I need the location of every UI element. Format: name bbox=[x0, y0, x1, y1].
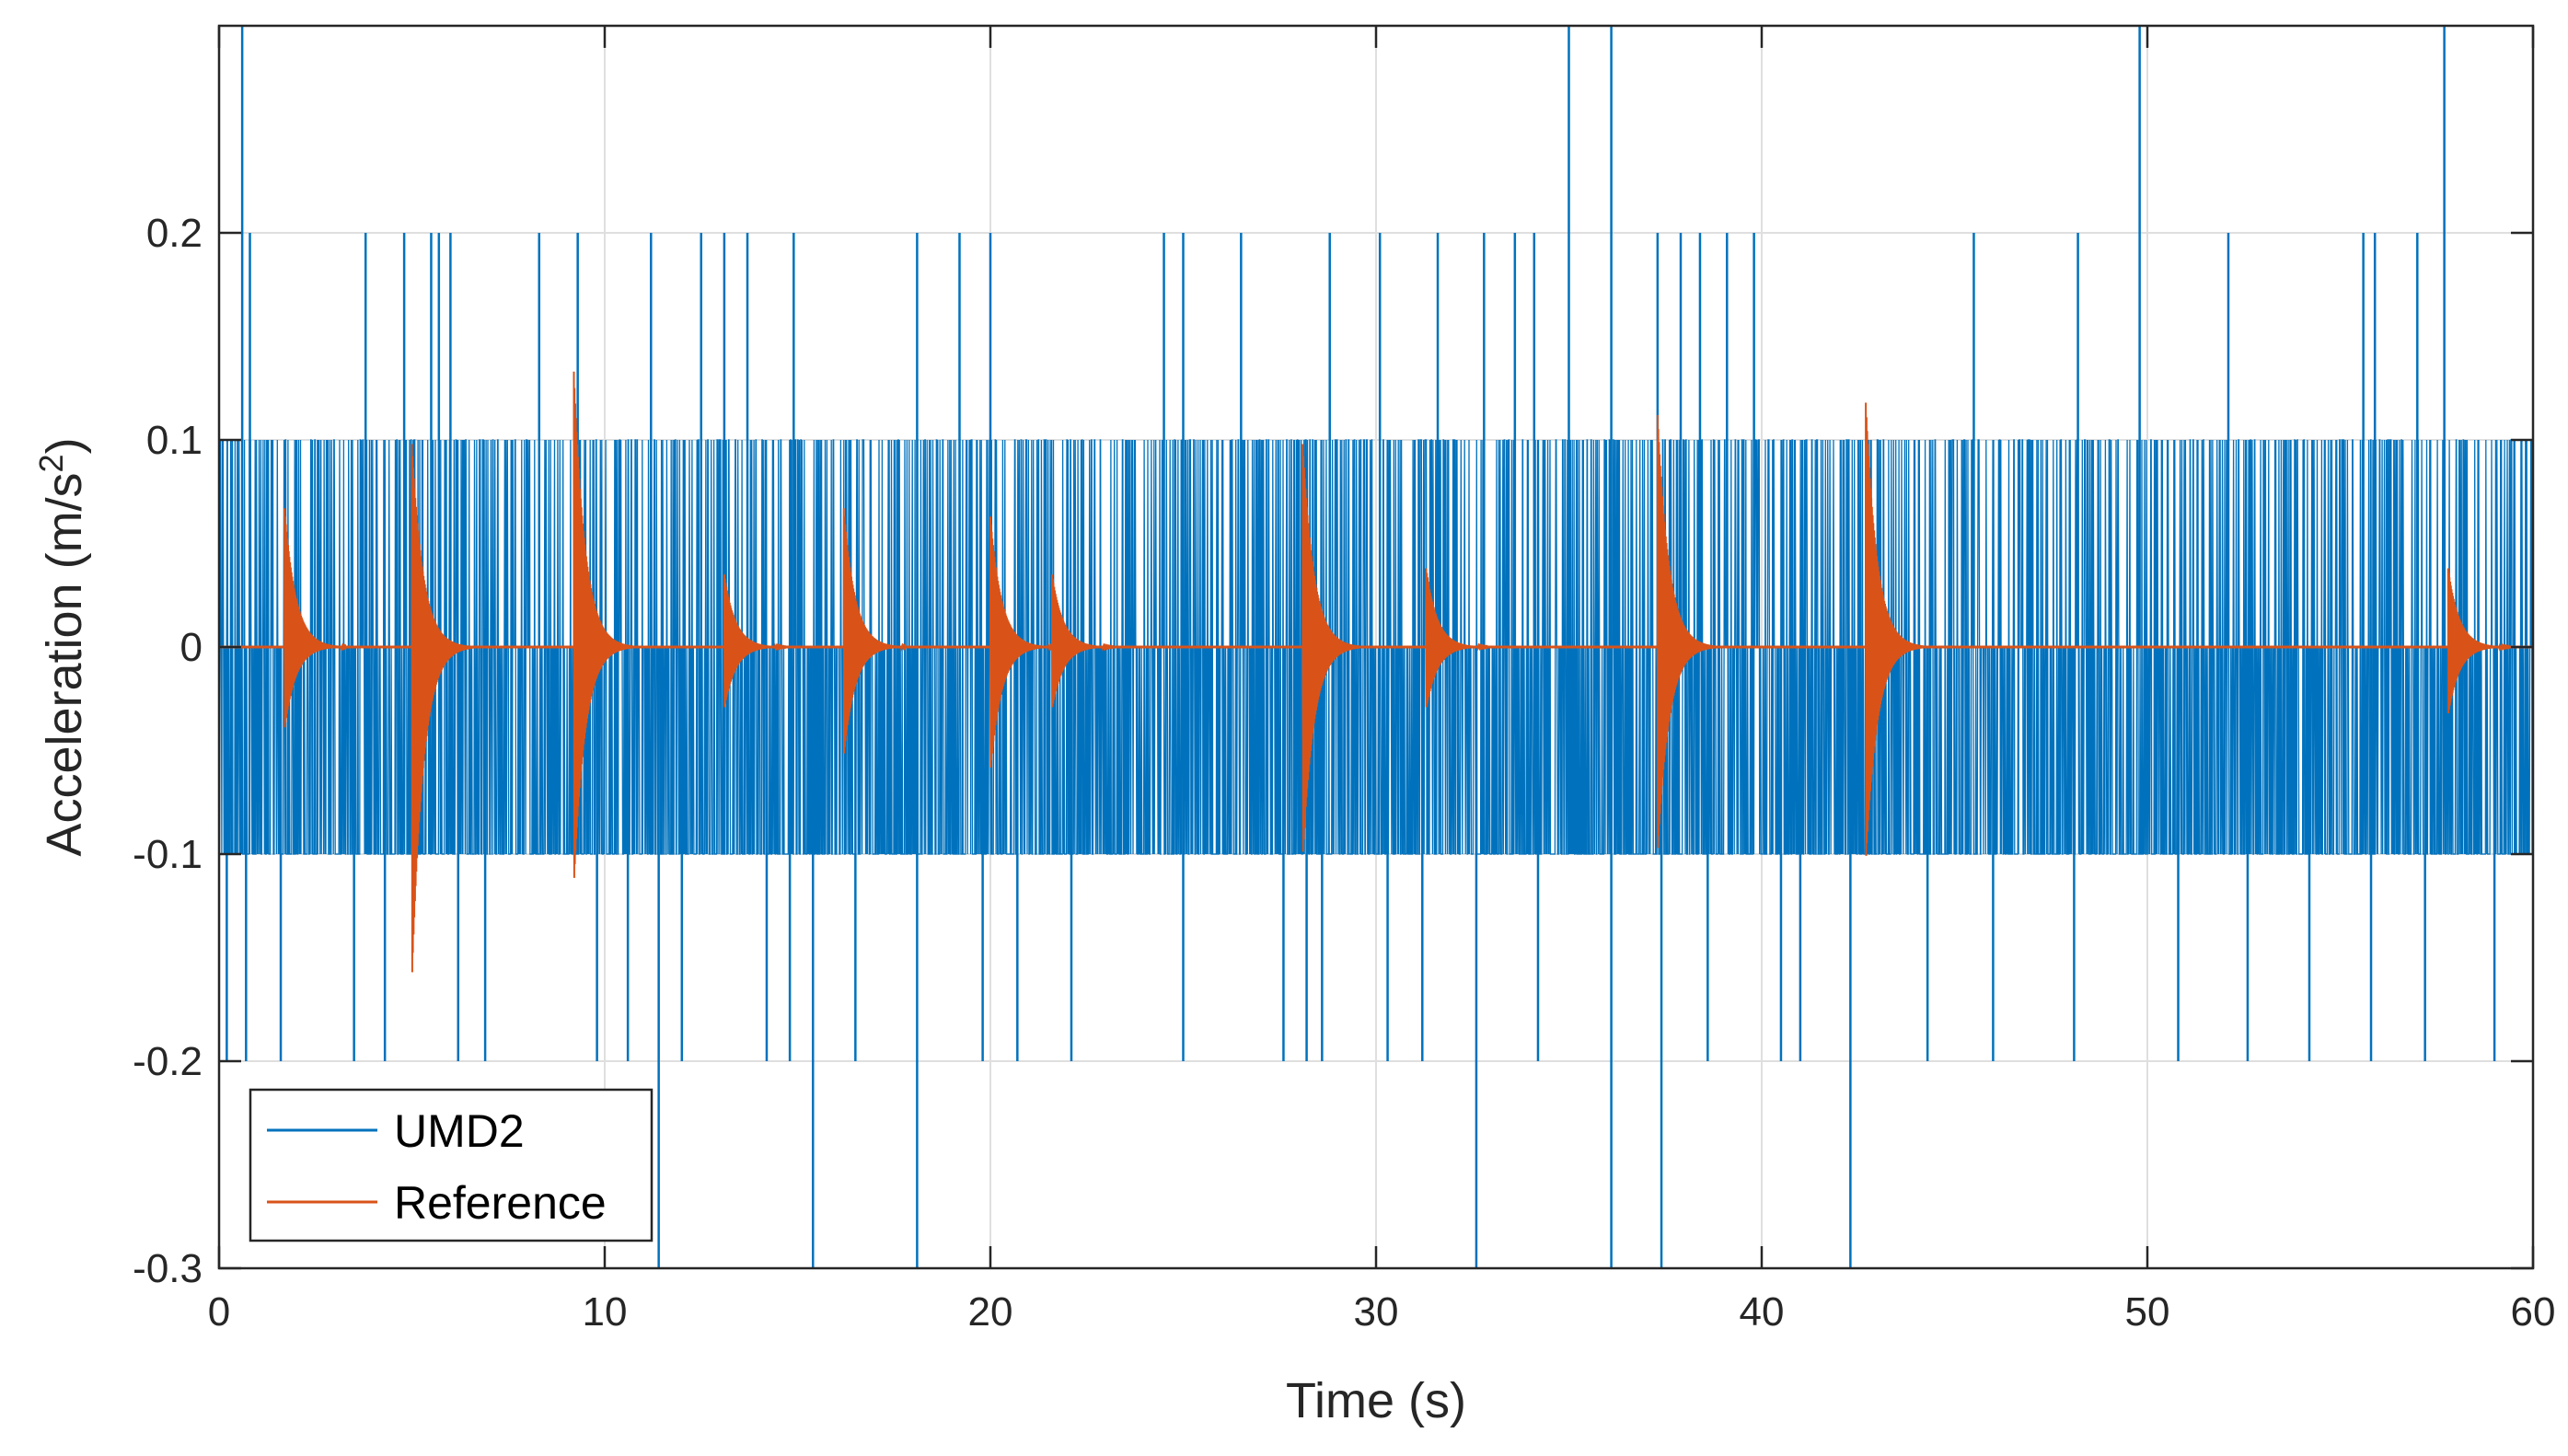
x-axis-title: Time (s) bbox=[1286, 1373, 1466, 1428]
reference-impulse bbox=[723, 574, 787, 708]
reference-impulse bbox=[1865, 402, 1929, 856]
reference-impulse bbox=[573, 371, 637, 878]
legend-label-umd2: UMD2 bbox=[394, 1105, 525, 1157]
reference-impulse bbox=[1425, 568, 1489, 708]
reference-impulse bbox=[2447, 568, 2511, 714]
y-tick-label: 0 bbox=[180, 625, 202, 670]
y-tick-label: -0.1 bbox=[133, 832, 202, 877]
series-umd2 bbox=[218, 26, 2534, 1268]
x-tick-label: 30 bbox=[1354, 1289, 1399, 1335]
legend: UMD2 Reference bbox=[249, 1088, 654, 1242]
reference-impulse bbox=[1656, 414, 1720, 849]
y-axis-title: Acceleration (m/s2) bbox=[32, 437, 92, 856]
x-tick-label: 0 bbox=[208, 1289, 230, 1335]
y-axis-title-end: ) bbox=[37, 437, 92, 454]
reference-impulse bbox=[1301, 444, 1366, 852]
legend-label-reference: Reference bbox=[394, 1177, 607, 1229]
umd2-line bbox=[218, 439, 2534, 855]
y-tick-label: 0.2 bbox=[146, 211, 202, 256]
x-tick-label: 10 bbox=[583, 1289, 628, 1335]
x-tick-label: 40 bbox=[1740, 1289, 1785, 1335]
y-tick-label: -0.2 bbox=[133, 1039, 202, 1084]
y-tick-label: 0.1 bbox=[146, 418, 202, 463]
x-tick-labels: 0 10 20 30 40 50 60 bbox=[208, 1289, 2556, 1335]
reference-impulse bbox=[989, 516, 1053, 768]
y-axis-title-superscript: 2 bbox=[32, 454, 70, 472]
y-tick-label: -0.3 bbox=[133, 1246, 202, 1291]
y-axis-title-main: Acceleration (m/s bbox=[37, 472, 92, 856]
legend-box bbox=[249, 1088, 654, 1242]
reference-impulse bbox=[842, 508, 907, 754]
y-tick-labels: -0.3 -0.2 -0.1 0 0.1 0.2 bbox=[133, 211, 202, 1291]
ticks bbox=[217, 26, 2535, 1270]
x-tick-label: 60 bbox=[2511, 1289, 2556, 1335]
x-tick-label: 20 bbox=[968, 1289, 1013, 1335]
series-reference bbox=[219, 371, 2533, 973]
reference-impulse bbox=[283, 508, 348, 728]
x-tick-label: 50 bbox=[2125, 1289, 2170, 1335]
reference-impulse bbox=[1051, 574, 1115, 708]
reference-impulse bbox=[411, 444, 475, 973]
